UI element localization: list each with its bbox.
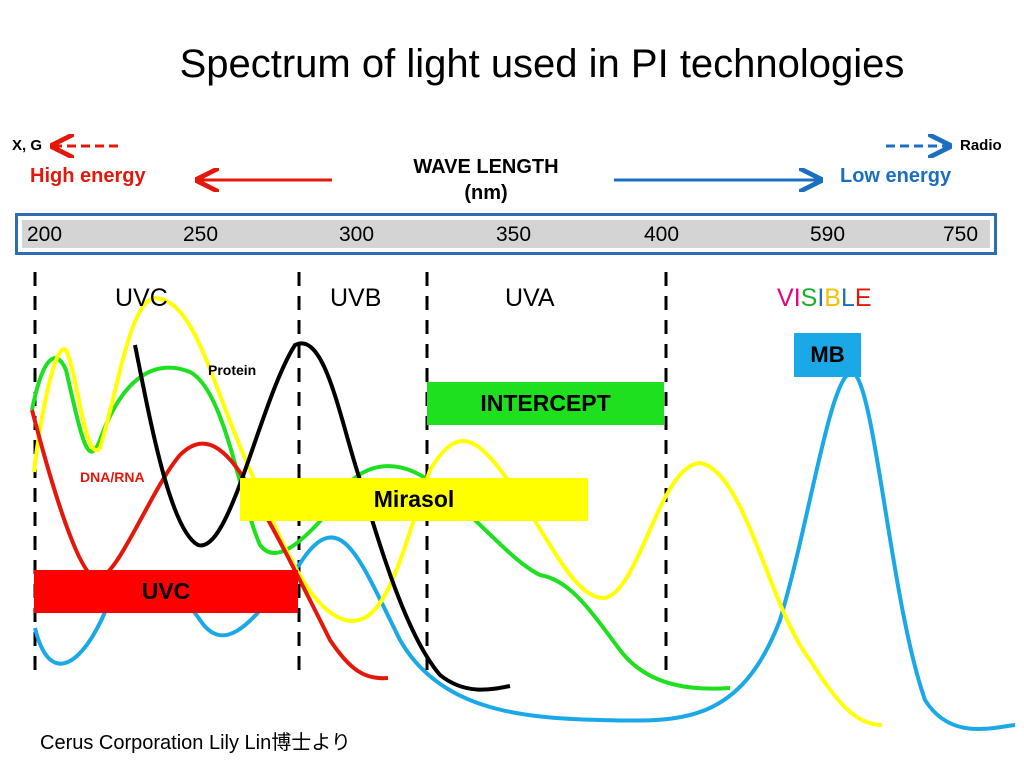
protein-curve-label: Protein	[208, 362, 257, 378]
dna-rna-curve-label: DNA/RNA	[80, 469, 145, 485]
tick-label-250: 250	[183, 223, 219, 246]
wave-length-label: WAVE LENGTH (nm)	[386, 154, 586, 206]
mirasol-box: Mirasol	[240, 478, 588, 521]
tick-label-300: 300	[339, 223, 375, 246]
series-line-dna-rna	[30, 409, 389, 681]
tick-label-200: 200	[27, 223, 63, 246]
wavelength-scale-fill	[22, 220, 990, 248]
tick-label-350: 350	[496, 223, 532, 246]
visible-letter-4: B	[824, 284, 841, 312]
radio-label: Radio	[960, 137, 1002, 154]
wavelength-scale-bar	[15, 213, 997, 255]
wave-length-line1: WAVE LENGTH	[413, 156, 559, 178]
visible-letter-3: I	[817, 284, 825, 312]
visible-letter-6: E	[854, 284, 872, 312]
tick-label-590: 590	[810, 223, 846, 246]
series-line-protein	[133, 341, 511, 692]
intercept-box: INTERCEPT	[427, 382, 664, 425]
visible-letter-1: I	[793, 284, 801, 312]
wave-length-line2: (nm)	[464, 182, 508, 204]
visible-letter-5: L	[840, 284, 855, 312]
low-energy-label: Low energy	[840, 165, 952, 187]
band-label-uvc: UVC	[115, 284, 168, 312]
x-g-label: X, G	[12, 137, 43, 154]
page-title: Spectrum of light used in PI technologie…	[179, 42, 905, 86]
band-label-visible: VISIBLE	[777, 284, 872, 313]
series-line-blue	[33, 369, 1016, 731]
visible-letter-2: S	[800, 284, 818, 312]
band-label-uva: UVA	[505, 284, 555, 312]
uvc-box: UVC	[34, 570, 298, 613]
tick-label-400: 400	[644, 223, 680, 246]
mb-box: MB	[794, 333, 861, 377]
tick-label-750: 750	[943, 223, 979, 246]
credit-text: Cerus Corporation Lily Lin博士より	[40, 732, 351, 754]
high-energy-label: High energy	[30, 165, 146, 187]
band-label-uvb: UVB	[330, 284, 382, 312]
visible-letter-0: V	[777, 284, 794, 312]
